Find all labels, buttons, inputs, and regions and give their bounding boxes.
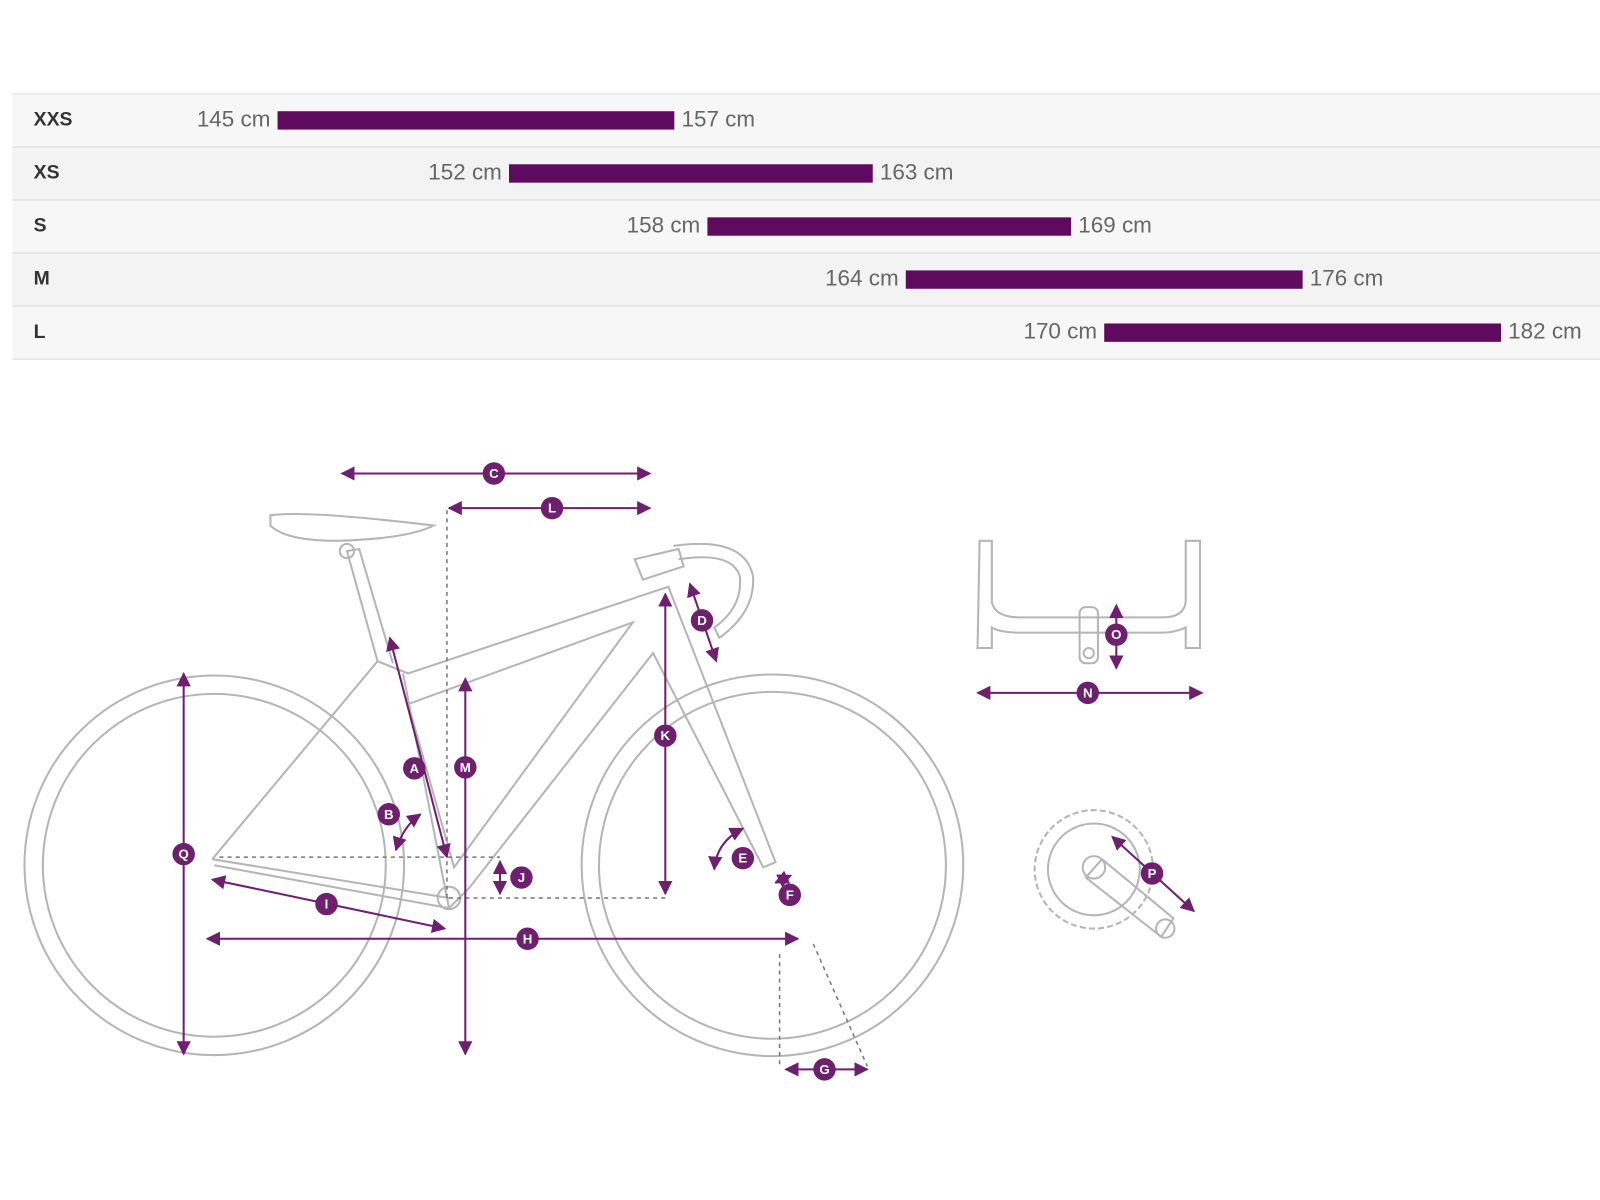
dimension-label: C xyxy=(489,466,499,481)
label-badge xyxy=(778,883,802,907)
range-start-label: 164 cm xyxy=(825,266,899,291)
dimension-label: M xyxy=(460,760,471,775)
range-start-label: 145 cm xyxy=(197,106,271,131)
size-label: S xyxy=(34,215,47,237)
dimension-label: K xyxy=(661,728,671,743)
label-badge xyxy=(482,462,506,485)
size-label: M xyxy=(34,268,50,290)
size-table: XXS 145 cm 157 cm XS 152 cm 163 cm S 158 cm 169 … xyxy=(12,93,1600,360)
range-end-label: 163 cm xyxy=(880,159,954,184)
label-badge xyxy=(377,803,400,826)
size-label: L xyxy=(34,321,46,343)
label-badge xyxy=(1105,623,1128,646)
size-label: XS xyxy=(34,162,60,184)
label-badge xyxy=(454,756,477,779)
dimension-labels: A B C D E F G H I J K L M N O P Q xyxy=(172,462,1164,1081)
dimension-label: D xyxy=(697,613,707,628)
size-label: XXS xyxy=(34,109,73,131)
range-bar xyxy=(277,111,675,130)
dimension-label: Q xyxy=(179,847,189,862)
dimension-label: G xyxy=(819,1062,829,1077)
bike-drawing xyxy=(23,466,1204,1077)
dimension-label: F xyxy=(786,887,794,902)
dimension-label: I xyxy=(325,897,329,912)
dimension-label: A xyxy=(409,761,419,776)
row-background xyxy=(12,93,1600,147)
dimension-label: E xyxy=(738,851,747,866)
label-badge xyxy=(540,496,564,520)
label-badge xyxy=(403,757,426,780)
dimension-label: O xyxy=(1111,627,1121,642)
label-badge xyxy=(516,927,539,950)
range-end-label: 169 cm xyxy=(1078,212,1152,237)
range-start-label: 152 cm xyxy=(428,159,502,184)
dimension-label: J xyxy=(518,870,525,885)
label-badge xyxy=(690,609,714,632)
dimension-label: N xyxy=(1083,685,1093,700)
label-badge xyxy=(813,1058,836,1081)
label-badge xyxy=(315,892,338,916)
range-bar xyxy=(707,217,1072,236)
range-start-label: 158 cm xyxy=(627,212,701,237)
label-badge xyxy=(731,846,755,870)
range-bar xyxy=(1104,323,1502,342)
dimension-label: B xyxy=(384,807,394,822)
row-background xyxy=(12,253,1600,307)
range-start-label: 170 cm xyxy=(1023,319,1097,344)
dimension-label: H xyxy=(523,931,533,946)
range-end-label: 182 cm xyxy=(1508,319,1582,344)
range-end-label: 157 cm xyxy=(681,106,755,131)
label-badge xyxy=(1076,681,1099,705)
dimension-label: L xyxy=(548,501,556,516)
range-bar xyxy=(509,164,873,183)
label-badge xyxy=(1140,862,1164,885)
dimension-label: P xyxy=(1148,866,1157,881)
label-badge xyxy=(172,842,195,866)
label-badge xyxy=(510,866,533,889)
label-badge xyxy=(654,724,677,747)
range-end-label: 176 cm xyxy=(1310,266,1384,291)
range-bar xyxy=(905,270,1303,289)
